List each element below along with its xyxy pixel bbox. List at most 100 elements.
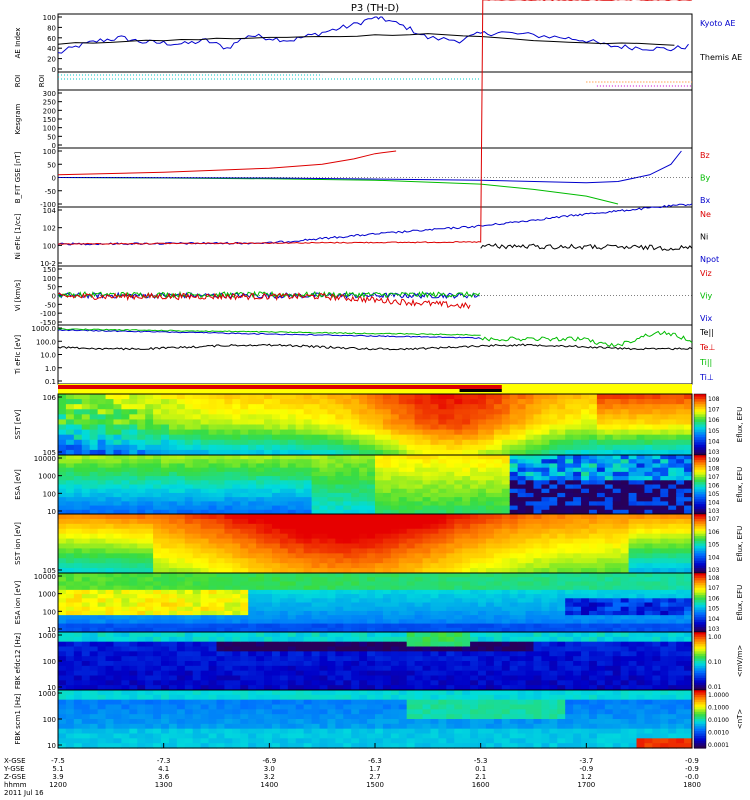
sst_i-cell bbox=[248, 514, 257, 520]
esa_e-cell bbox=[493, 476, 503, 481]
esa_i-cell bbox=[351, 581, 360, 587]
sst_i-cell bbox=[470, 523, 479, 530]
ae-ytick-label: 100 bbox=[43, 14, 56, 22]
sst_e-cell bbox=[303, 429, 313, 436]
sst_e-cell bbox=[684, 439, 693, 446]
esa_e-cell bbox=[541, 488, 550, 494]
sst_i-cell bbox=[192, 558, 202, 564]
esa_i-cell bbox=[549, 581, 558, 587]
esa_i-cell bbox=[351, 589, 360, 595]
esa_e-cell bbox=[462, 471, 471, 477]
sst_i-cell bbox=[240, 563, 249, 569]
sst_e-cell bbox=[636, 424, 646, 431]
esa_e-cell bbox=[319, 488, 329, 494]
fbk1-cell bbox=[65, 665, 75, 672]
esa_i-cell bbox=[390, 598, 400, 604]
fbk1-cell bbox=[65, 636, 75, 643]
fbk1-cell bbox=[351, 675, 360, 681]
esa_i-cell bbox=[153, 627, 162, 633]
esa_e-cell bbox=[351, 505, 360, 511]
esa_i-cell bbox=[581, 606, 590, 612]
sst_i-cell bbox=[422, 548, 432, 554]
sst_e-cell bbox=[113, 409, 122, 415]
sst_e-cell bbox=[517, 414, 527, 421]
sst_e-cell bbox=[295, 434, 305, 441]
esa_e-cell bbox=[295, 480, 305, 486]
esa_e-cell bbox=[414, 459, 424, 465]
esa_i-cell bbox=[311, 615, 321, 620]
esa_e-cell bbox=[549, 463, 558, 469]
esa_i-cell bbox=[644, 602, 653, 608]
sst_i-cell bbox=[684, 523, 693, 530]
esa_i-cell bbox=[454, 573, 463, 578]
sst_i-cell bbox=[493, 533, 503, 540]
fbk1-cell bbox=[351, 641, 360, 648]
esa_e-cell bbox=[684, 463, 693, 469]
esa_e-cell bbox=[446, 505, 455, 511]
sst_e-cell bbox=[446, 409, 455, 415]
sst_e-colorbar-cell bbox=[694, 434, 706, 438]
fbk1-cell bbox=[145, 685, 154, 691]
esa_e-cell bbox=[684, 497, 693, 502]
esa_e-cell bbox=[200, 488, 210, 494]
esa_i-cell bbox=[319, 623, 329, 629]
sst_e-cell bbox=[208, 414, 218, 421]
sst_i-cell bbox=[596, 538, 606, 545]
ti-line-tiperp bbox=[57, 329, 481, 339]
esa_e-cell bbox=[636, 459, 646, 465]
esa_i-cell bbox=[676, 581, 685, 587]
esa_e-cell bbox=[573, 476, 582, 481]
sst_e-cell bbox=[382, 424, 392, 431]
esa_e-cell bbox=[525, 467, 535, 473]
esa_i-cell bbox=[573, 594, 582, 599]
esa_e-cell bbox=[636, 492, 646, 498]
esa_e-cell bbox=[565, 476, 574, 481]
esa_e-cell bbox=[565, 484, 574, 490]
esa_e-cell bbox=[541, 484, 550, 490]
esa_e-cell bbox=[58, 505, 67, 511]
fbk1-cell bbox=[232, 661, 241, 667]
sst_e-cell bbox=[58, 394, 67, 400]
fbk1-cell bbox=[200, 651, 210, 657]
fbk1-cell bbox=[145, 636, 154, 643]
sst_e-cell bbox=[153, 434, 162, 441]
sst_e-cell bbox=[636, 439, 646, 446]
sst_e-cell bbox=[224, 449, 233, 456]
sst_i-cell bbox=[327, 568, 336, 574]
fbk1-cell bbox=[65, 632, 75, 638]
sst_i-cell bbox=[327, 518, 336, 525]
esa_i-cell bbox=[596, 606, 606, 612]
sst_i-cell bbox=[525, 548, 535, 554]
sst_i-cell bbox=[327, 553, 336, 559]
esa_i-cell bbox=[454, 585, 463, 591]
sst_e-cell bbox=[565, 439, 574, 446]
fbk1-cell bbox=[335, 675, 344, 681]
sst_e-cell bbox=[303, 399, 313, 405]
fbk1-cell bbox=[81, 665, 91, 672]
sst_e-cell bbox=[256, 394, 265, 400]
sst_i-cell bbox=[208, 563, 218, 569]
sst_i-cell bbox=[287, 538, 297, 545]
sst_e-cell bbox=[478, 424, 487, 431]
sst_i-cell bbox=[414, 553, 424, 559]
esa_e-cell bbox=[414, 476, 424, 481]
esa_e-cell bbox=[248, 488, 257, 494]
esa_i-cell bbox=[208, 581, 218, 587]
sst_e-cell bbox=[573, 399, 582, 405]
sst_i-cell bbox=[303, 553, 313, 559]
sst_e-cell bbox=[533, 429, 543, 436]
esa_i-cell bbox=[359, 581, 368, 587]
esa_i-cell bbox=[295, 606, 305, 612]
sst_e-cell bbox=[581, 429, 590, 436]
esa_i-cell bbox=[359, 598, 368, 604]
sst_i-cell bbox=[541, 543, 550, 550]
esa_i-cell bbox=[161, 602, 170, 608]
esa_i-cell bbox=[541, 581, 550, 587]
sst_i-cell bbox=[470, 568, 479, 574]
sst_i-cell bbox=[390, 553, 400, 559]
sst_i-cell bbox=[311, 518, 321, 525]
esa_i-cell bbox=[113, 573, 122, 578]
fbk1-cell bbox=[303, 636, 313, 643]
esa_i-cell bbox=[684, 573, 693, 578]
sst_i-cell bbox=[390, 563, 400, 569]
